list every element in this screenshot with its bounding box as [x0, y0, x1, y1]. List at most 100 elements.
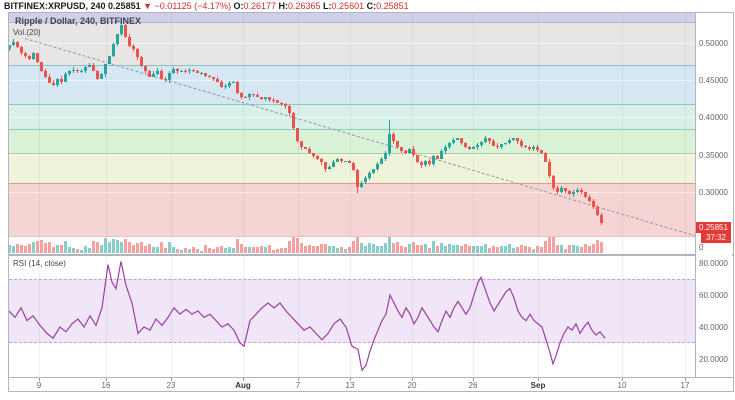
volume-bar — [540, 247, 543, 253]
candle — [356, 169, 359, 187]
volume-bar — [312, 245, 315, 253]
candle — [380, 158, 383, 164]
volume-bar — [40, 240, 43, 253]
candle — [396, 141, 399, 148]
band-separator-line — [9, 104, 695, 105]
vertical-gridline — [412, 256, 413, 377]
candle — [324, 162, 327, 170]
rsi-legend[interactable]: RSI (14, close) — [13, 259, 66, 268]
candle — [96, 71, 99, 79]
time-tick-mark — [412, 378, 413, 381]
price-axis[interactable]: 0.50000 0.45000 0.40000 0.35000 0.30000 80.00… — [696, 13, 732, 390]
volume-bar — [552, 237, 555, 253]
volume-bar — [484, 243, 487, 253]
candle — [144, 66, 147, 72]
candle — [312, 153, 315, 157]
volume-bar — [172, 246, 175, 253]
volume-bar — [284, 247, 287, 253]
candle — [480, 142, 483, 146]
candle — [52, 82, 55, 85]
candle — [204, 72, 207, 76]
time-tick-mark — [538, 378, 539, 381]
vertical-gridline — [538, 13, 539, 254]
volume-bar — [28, 244, 31, 253]
candle — [592, 201, 595, 208]
vertical-gridline — [106, 13, 107, 254]
zone-lavender — [9, 13, 695, 22]
vertical-gridline — [412, 13, 413, 254]
volume-bar — [44, 243, 47, 253]
candle — [392, 134, 395, 142]
volume-bar — [416, 244, 419, 253]
vertical-gridline — [622, 256, 623, 377]
volume-bar — [372, 243, 375, 253]
candle — [268, 97, 271, 100]
volume-bar — [584, 244, 587, 253]
candle — [476, 145, 479, 148]
candle — [600, 214, 603, 224]
price-axis-label: 0.50000 — [699, 39, 728, 48]
rsi-axis-label: 80.0000 — [699, 259, 728, 268]
time-axis-label: 10 — [617, 381, 627, 390]
candle — [136, 48, 139, 58]
candle — [432, 156, 435, 164]
volume-bar — [400, 246, 403, 253]
candle — [116, 34, 119, 45]
volume-bar — [16, 243, 19, 253]
volume-bar — [300, 243, 303, 253]
candle — [412, 148, 415, 155]
candle — [236, 81, 239, 93]
candle-wick — [257, 93, 258, 98]
candle — [532, 147, 535, 149]
volume-bar — [240, 243, 243, 253]
volume-bar — [548, 237, 551, 253]
candle — [36, 53, 39, 63]
volume-bar — [316, 246, 319, 253]
time-axis-label: Sep — [530, 381, 546, 390]
horizontal-gridline — [9, 192, 695, 193]
volume-bar — [92, 241, 95, 253]
ohlc-label: H: — [276, 1, 289, 11]
vertical-gridline — [473, 13, 474, 254]
vertical-gridline — [350, 256, 351, 377]
last-price-badge: 0.25851 — [696, 222, 731, 233]
volume-bar — [472, 245, 475, 253]
volume-bar — [244, 247, 247, 253]
price-pane[interactable] — [9, 13, 695, 254]
candle — [488, 138, 491, 142]
volume-bar — [208, 247, 211, 253]
volume-bar — [596, 240, 599, 253]
rsi-pane[interactable]: RSI (14, close) — [9, 256, 695, 377]
volume-bar — [160, 241, 163, 253]
candle — [508, 139, 511, 143]
volume-bar — [444, 245, 447, 253]
candle — [12, 41, 15, 46]
zone-blue — [9, 65, 695, 104]
band-separator-line — [9, 129, 695, 130]
volume-bar — [492, 246, 495, 253]
zone-lavender-edge — [9, 22, 695, 23]
volume-bar — [164, 248, 167, 253]
pane-separator[interactable] — [9, 254, 733, 256]
candle — [264, 97, 267, 99]
volume-bar — [564, 248, 567, 253]
volume-bar — [296, 237, 299, 253]
candle — [132, 45, 135, 49]
ohlc-value: 0.26177 — [243, 1, 276, 11]
candle — [180, 70, 183, 72]
candle-wick — [265, 97, 266, 101]
candle — [164, 78, 167, 81]
candle — [468, 147, 471, 149]
price-axis-label: 0.45000 — [699, 76, 728, 85]
time-axis[interactable]: 9 16 23 Aug 7 13 20 26 Sep 10 17 — [9, 377, 733, 391]
candle — [252, 93, 255, 96]
candle — [580, 189, 583, 193]
volume-bar — [392, 243, 395, 253]
volume-bar — [232, 248, 235, 253]
series-legend[interactable]: Ripple / Dollar, 240, BITFINEX — [15, 16, 142, 26]
volume-bar — [120, 241, 123, 253]
volume-legend[interactable]: Vol.(20) — [13, 28, 41, 37]
candle — [92, 64, 95, 72]
horizontal-gridline — [9, 80, 695, 81]
candle — [360, 182, 363, 187]
